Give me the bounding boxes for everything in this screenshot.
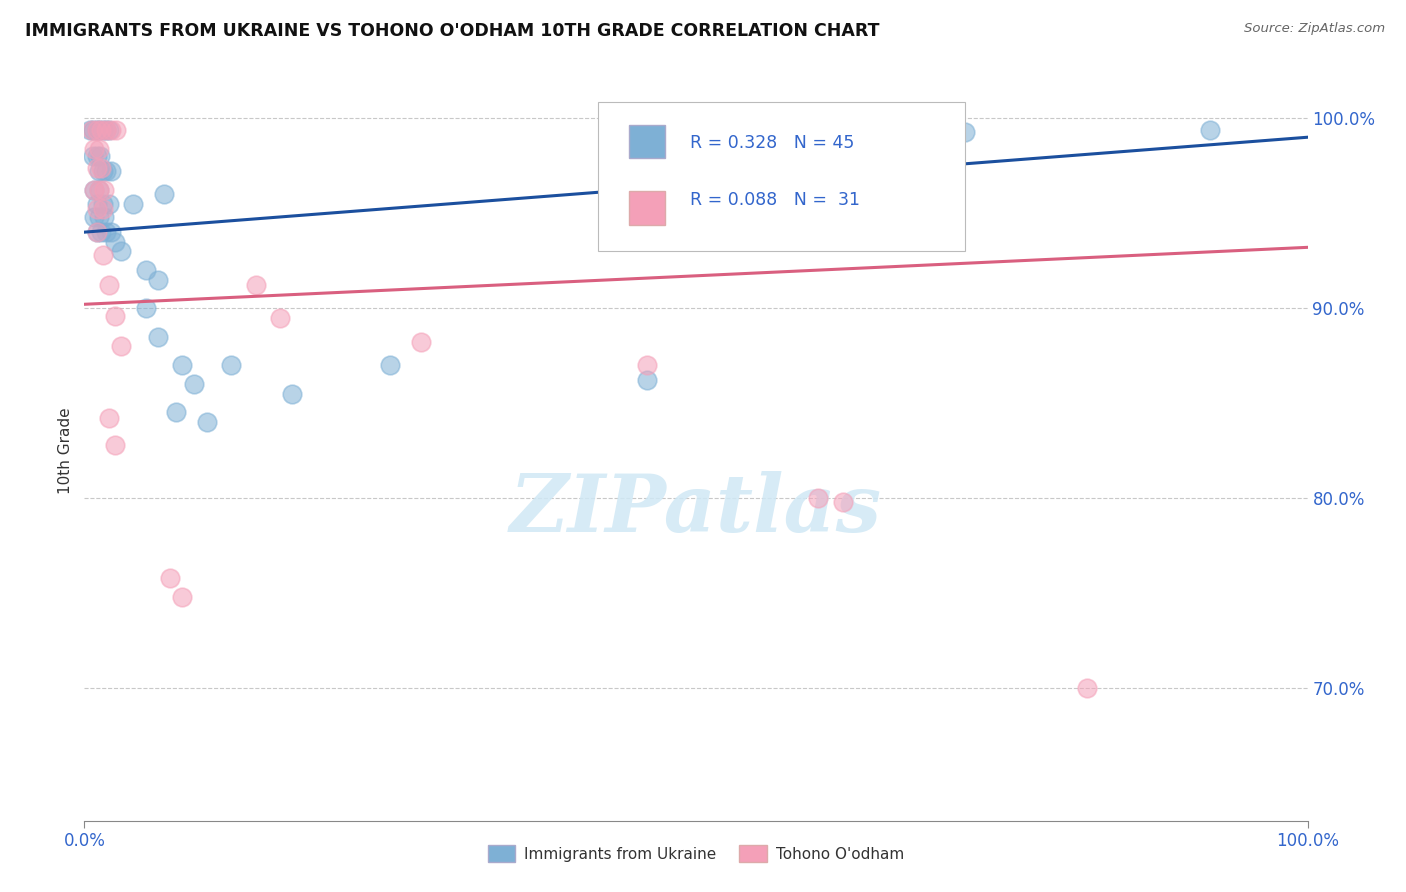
Point [146, 272, 169, 286]
Point [153, 187, 176, 202]
Point [86, 225, 108, 239]
Point [91, 196, 114, 211]
Point [90, 122, 112, 136]
Point [380, 358, 402, 372]
Point [97, 278, 120, 293]
Point [159, 571, 181, 585]
Point [87, 210, 110, 224]
Point [269, 310, 291, 325]
Point [80, 122, 103, 136]
Point [807, 491, 830, 505]
Point [636, 358, 658, 372]
Point [1076, 681, 1098, 695]
Bar [628, 191, 665, 225]
Point [91, 202, 114, 217]
Text: ZIPatlas: ZIPatlas [510, 471, 882, 549]
Point [172, 590, 194, 604]
Point [100, 164, 122, 178]
Point [96, 225, 118, 239]
Point [135, 301, 157, 315]
Point [90, 225, 112, 239]
Point [831, 494, 853, 508]
Point [86, 149, 108, 163]
Point [146, 329, 169, 343]
Point [87, 183, 110, 197]
Point [79, 122, 101, 136]
Point [183, 377, 205, 392]
Point [87, 142, 110, 156]
Point [86, 225, 108, 239]
Point [104, 309, 127, 323]
Point [135, 263, 157, 277]
Point [86, 202, 108, 217]
Text: R = 0.328   N = 45: R = 0.328 N = 45 [690, 134, 855, 153]
Point [91, 248, 114, 262]
Point [110, 244, 132, 259]
Y-axis label: 10th Grade: 10th Grade [58, 407, 73, 494]
Point [105, 122, 128, 136]
Point [219, 358, 242, 372]
Point [91, 122, 114, 136]
Point [87, 164, 110, 178]
Point [104, 438, 127, 452]
Point [97, 196, 120, 211]
Point [83, 183, 105, 197]
Point [100, 225, 122, 239]
Point [86, 122, 108, 136]
Text: IMMIGRANTS FROM UKRAINE VS TOHONO O'ODHAM 10TH GRADE CORRELATION CHART: IMMIGRANTS FROM UKRAINE VS TOHONO O'ODHA… [25, 22, 880, 40]
Point [82, 149, 104, 163]
Legend: Immigrants from Ukraine, Tohono O'odham: Immigrants from Ukraine, Tohono O'odham [481, 838, 911, 869]
Point [83, 142, 105, 156]
Point [96, 164, 118, 178]
Point [97, 122, 120, 136]
Point [100, 122, 122, 136]
Point [87, 122, 110, 136]
Point [281, 386, 304, 401]
Point [110, 339, 132, 353]
Point [245, 278, 267, 293]
Point [89, 149, 111, 163]
Point [83, 210, 105, 224]
Point [97, 411, 120, 425]
Point [86, 161, 108, 175]
Point [165, 405, 187, 419]
Point [87, 183, 110, 197]
Point [122, 196, 145, 211]
Point [953, 124, 976, 138]
Point [172, 358, 194, 372]
Point [93, 183, 115, 197]
Point [90, 161, 112, 175]
Text: R = 0.088   N =  31: R = 0.088 N = 31 [690, 191, 860, 210]
Point [93, 210, 115, 224]
Text: Source: ZipAtlas.com: Source: ZipAtlas.com [1244, 22, 1385, 36]
Point [905, 124, 928, 138]
Point [83, 183, 105, 197]
Point [195, 415, 218, 429]
FancyBboxPatch shape [598, 103, 965, 251]
Point [96, 122, 118, 136]
Point [82, 122, 104, 136]
Point [409, 335, 432, 350]
Point [86, 196, 108, 211]
Point [91, 164, 114, 178]
Point [86, 122, 108, 136]
Point [1198, 122, 1220, 136]
Point [104, 235, 127, 249]
Point [636, 373, 658, 387]
Bar [628, 125, 665, 158]
Point [96, 122, 118, 136]
